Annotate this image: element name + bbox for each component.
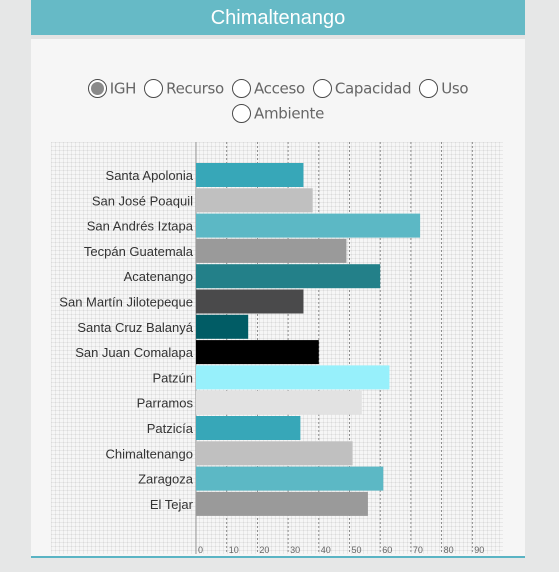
bar[interactable] xyxy=(196,289,304,314)
bar[interactable] xyxy=(196,340,319,365)
category-label: San Andrés Iztapa xyxy=(87,219,194,234)
category-label: Patzicía xyxy=(147,421,194,436)
radio-option-uso[interactable]: Uso xyxy=(419,79,469,98)
radio-option-ambiente[interactable]: Ambiente xyxy=(231,104,324,123)
radio-option-recurso[interactable]: Recurso xyxy=(144,79,224,98)
bar[interactable] xyxy=(196,238,347,263)
x-tick-label: 20 xyxy=(259,545,269,555)
bar[interactable] xyxy=(196,213,421,238)
bar-chart: 0 10 20 30 40 50 60 70 80 90 Santa Apolonia San Jos… xyxy=(59,142,484,555)
bar[interactable] xyxy=(196,416,301,440)
radio-option-igh[interactable]: IGH xyxy=(87,79,137,98)
category-label: Zaragoza xyxy=(138,472,194,487)
category-label: Acatenango xyxy=(124,269,193,284)
x-tick-label: 40 xyxy=(321,545,331,555)
category-label: Santa Cruz Balanyá xyxy=(77,320,193,335)
x-tick-label: 30 xyxy=(290,545,300,555)
bar[interactable] xyxy=(196,466,384,491)
category-label: Parramos xyxy=(137,396,194,411)
category-label: San Juan Comalapa xyxy=(75,345,194,360)
category-label: San José Poaquil xyxy=(92,193,193,208)
bar[interactable] xyxy=(196,441,353,466)
radio-button-icon[interactable] xyxy=(419,79,439,98)
category-label: Chimaltenango xyxy=(106,446,193,461)
bar[interactable] xyxy=(196,188,313,213)
radio-button-icon[interactable] xyxy=(231,79,251,98)
x-tick-label: 80 xyxy=(444,545,454,555)
x-tick-label: 70 xyxy=(413,545,423,555)
radio-label: Uso xyxy=(441,79,469,98)
bar[interactable] xyxy=(196,390,362,415)
radio-button-icon[interactable] xyxy=(312,79,332,98)
page-title: Chimaltenango xyxy=(31,0,525,39)
bar[interactable] xyxy=(196,163,304,187)
category-label: Patzún xyxy=(153,370,193,385)
indicator-radio-group: IGH Recurso Acceso Capacidad Uso Ambiente xyxy=(31,78,525,128)
chart-panel: Chimaltenango IGH Recurso Acceso Capacidad U… xyxy=(31,0,525,558)
x-tick-label: 60 xyxy=(382,545,392,555)
radio-label: Ambiente xyxy=(253,104,324,123)
bar[interactable] xyxy=(196,365,390,390)
radio-button-icon[interactable] xyxy=(144,79,164,98)
x-tick-label: 50 xyxy=(352,545,362,555)
radio-button-icon[interactable] xyxy=(87,79,107,98)
radio-button-icon[interactable] xyxy=(231,104,251,123)
radio-option-acceso[interactable]: Acceso xyxy=(231,79,305,98)
category-label: El Tejar xyxy=(150,497,194,512)
x-tick-label: 10 xyxy=(229,545,239,555)
bar[interactable] xyxy=(196,314,249,339)
radio-label: Recurso xyxy=(166,79,224,98)
radio-option-capacidad[interactable]: Capacidad xyxy=(312,79,412,98)
category-label: San Martín Jilotepeque xyxy=(59,295,193,310)
category-label: Tecpán Guatemala xyxy=(84,244,194,259)
x-tick-label: 0 xyxy=(198,545,203,555)
bar[interactable] xyxy=(196,491,368,516)
radio-label: Acceso xyxy=(253,79,305,98)
radio-label: IGH xyxy=(109,79,137,98)
bar[interactable] xyxy=(196,264,381,289)
radio-label: Capacidad xyxy=(334,79,412,98)
category-label: Santa Apolonia xyxy=(106,168,194,183)
x-tick-label: 90 xyxy=(474,545,484,555)
